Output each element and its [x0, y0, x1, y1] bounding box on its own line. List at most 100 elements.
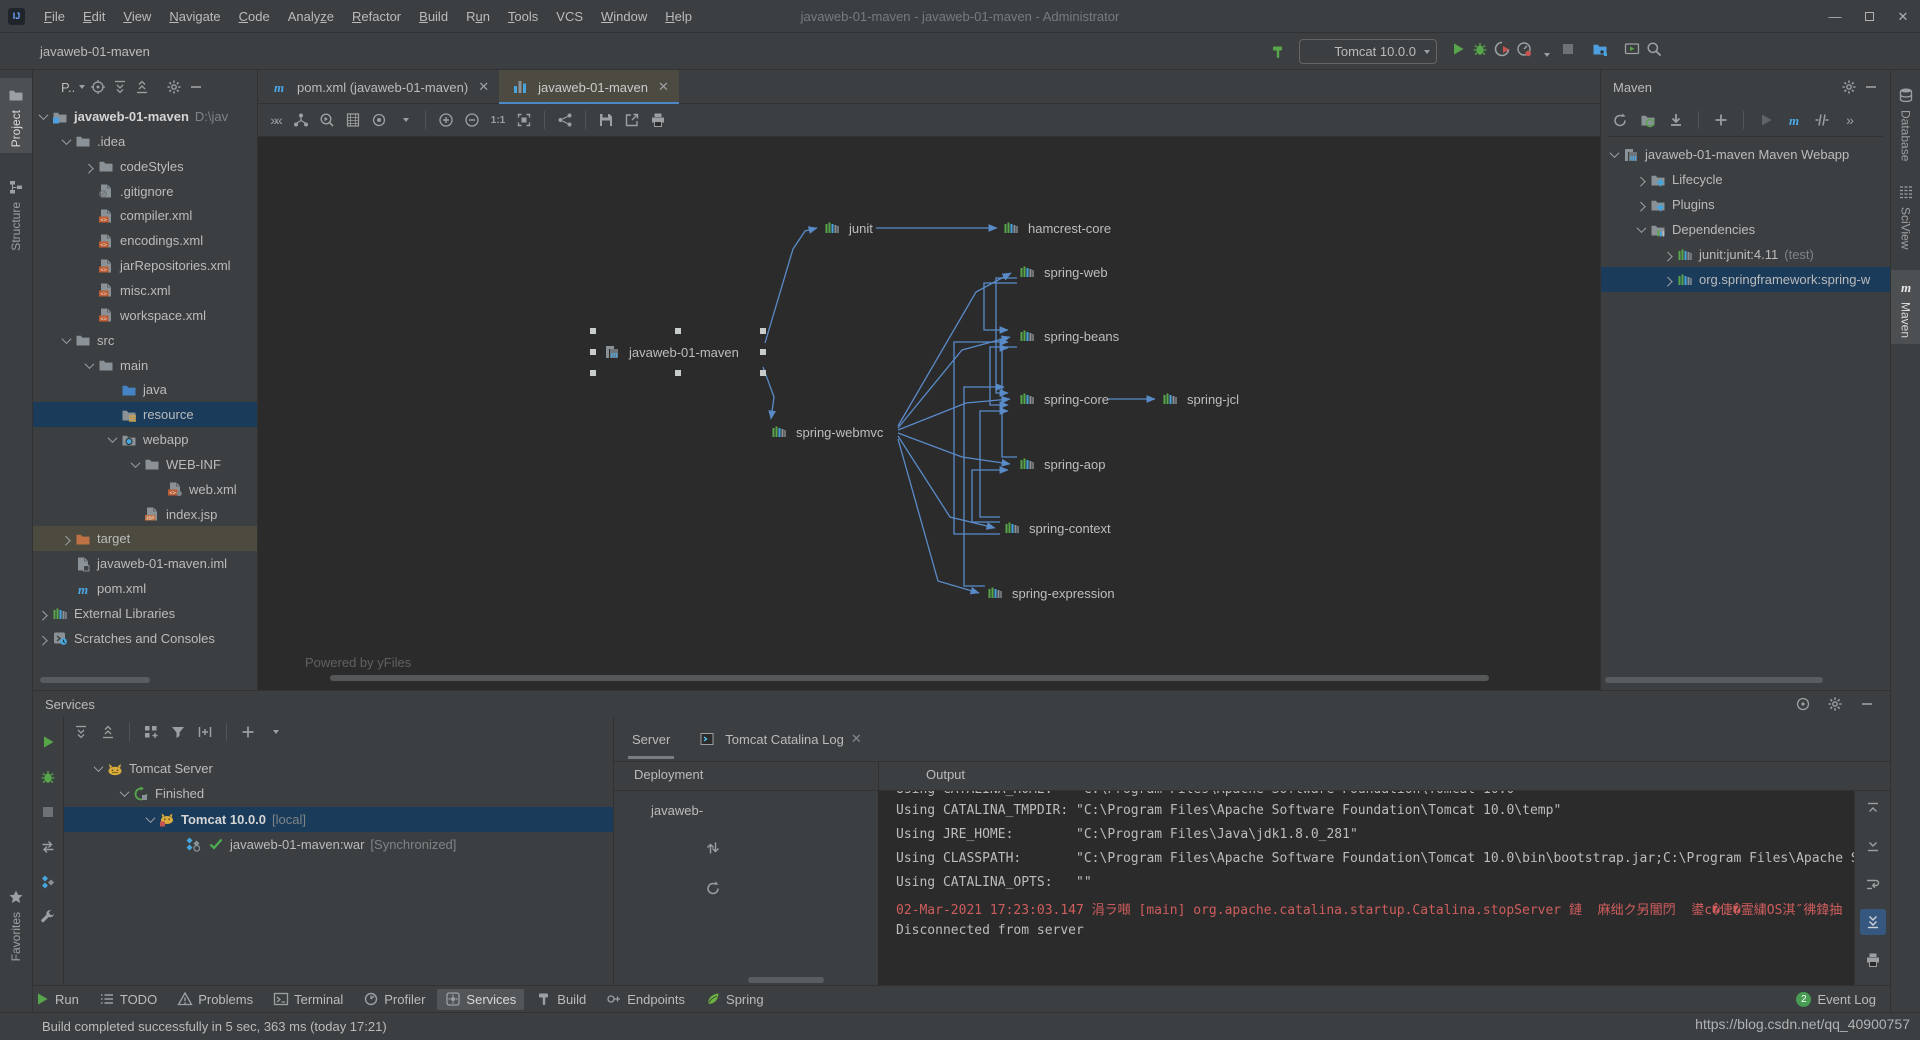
pointer-target-icon[interactable] — [368, 109, 390, 131]
collapse-left-icon[interactable]: »« — [270, 112, 282, 128]
printer-icon[interactable] — [647, 109, 669, 131]
editor-tab-pom-xml-javaweb-01-maven-[interactable]: m pom.xml (javaweb-01-maven) ✕ — [258, 70, 499, 104]
stripe-tab-sciview[interactable]: SciView — [1891, 175, 1920, 255]
menu-item-edit[interactable]: Edit — [82, 8, 106, 24]
download-icon[interactable] — [1665, 109, 1687, 131]
project-row-encodings-xml[interactable]: <> encodings.xml — [33, 228, 257, 253]
caret-down-icon[interactable] — [394, 109, 416, 131]
project-row-javaweb-01-maven-iml[interactable]: javaweb-01-maven.iml — [33, 551, 257, 576]
save-icon[interactable] — [595, 109, 617, 131]
project-row--idea[interactable]: .idea — [33, 129, 257, 154]
maven-row-lifecycle[interactable]: Lifecycle — [1601, 167, 1890, 192]
diagram-node-spring-jcl[interactable]: spring-jcl — [1159, 388, 1239, 410]
export-icon[interactable] — [621, 109, 643, 131]
selection-handle[interactable] — [590, 349, 596, 355]
project-row-workspace-xml[interactable]: <> workspace.xml — [33, 303, 257, 328]
zoom-in-icon[interactable] — [435, 109, 457, 131]
project-row-main[interactable]: main — [33, 353, 257, 378]
plus-icon[interactable] — [1710, 109, 1732, 131]
project-row-pom-xml[interactable]: m pom.xml — [33, 576, 257, 601]
chevron-right-icon[interactable] — [1660, 251, 1676, 262]
diagram-node-javaweb-01-maven[interactable]: m javaweb-01-maven — [601, 341, 739, 363]
play-icon[interactable] — [1447, 38, 1469, 60]
funnel-icon[interactable] — [167, 721, 189, 743]
project-row-webapp[interactable]: webapp — [33, 427, 257, 452]
refresh-icon[interactable] — [1609, 109, 1631, 131]
toolwindow-button-endpoints[interactable]: Endpoints — [598, 989, 693, 1010]
stop-icon[interactable] — [37, 801, 59, 823]
maven-tree-hscrollbar[interactable] — [1605, 677, 1823, 683]
group-icon[interactable] — [140, 721, 162, 743]
close-icon[interactable]: ✕ — [478, 79, 490, 94]
diagram-node-spring-webmvc[interactable]: spring-webmvc — [768, 421, 883, 443]
stripe-tab-maven[interactable]: m Maven — [1891, 270, 1920, 345]
project-row--gitignore[interactable]: .gitignore — [33, 179, 257, 204]
diagram-node-spring-context[interactable]: spring-context — [1001, 517, 1111, 539]
menu-item-analyze[interactable]: Analyze — [287, 8, 334, 24]
maven-row-plugins[interactable]: Plugins — [1601, 192, 1890, 217]
hammer-icon[interactable] — [1267, 41, 1289, 63]
service-row-javaweb-01-maven-war[interactable]: javaweb-01-maven:war [Synchronized] — [64, 832, 613, 857]
toolwindow-button-profiler[interactable]: Profiler — [355, 989, 433, 1010]
chevron-right-icon[interactable] — [35, 610, 51, 621]
toolwindow-button-spring[interactable]: Spring — [697, 989, 772, 1010]
menu-item-refactor[interactable]: Refactor — [352, 8, 402, 24]
swap-vert-icon[interactable] — [702, 837, 724, 859]
project-row-java[interactable]: java — [33, 377, 257, 402]
event-log-button[interactable]: 2 Event Log — [1796, 986, 1876, 1013]
chevron-down-icon[interactable] — [1633, 223, 1649, 234]
collapse-all-icon[interactable] — [97, 721, 119, 743]
toolwin-folder-icon[interactable] — [1589, 38, 1611, 60]
caret-down-icon[interactable] — [1535, 44, 1557, 66]
gear-icon[interactable] — [163, 76, 185, 98]
service-row-finished[interactable]: Finished — [64, 781, 613, 806]
breadcrumb[interactable]: javaweb-01-maven — [12, 40, 150, 62]
selection-handle[interactable] — [675, 328, 681, 334]
chevron-down-icon[interactable] — [35, 110, 51, 121]
rollup-icon[interactable] — [194, 721, 216, 743]
menu-item-view[interactable]: View — [123, 8, 152, 24]
project-row-javaweb-01-maven[interactable]: javaweb-01-maven D:\jav — [33, 104, 257, 129]
stripe-tab-favorites[interactable]: Favorites — [0, 880, 32, 967]
stripe-tab-project[interactable]: Project — [0, 78, 32, 154]
fit-icon[interactable] — [513, 109, 535, 131]
project-row-misc-xml[interactable]: <> misc.xml — [33, 278, 257, 303]
diagram-node-spring-aop[interactable]: spring-aop — [1016, 453, 1105, 475]
selection-handle[interactable] — [760, 370, 766, 376]
rerun-icon[interactable] — [37, 836, 59, 858]
diagram-node-junit[interactable]: junit — [821, 217, 873, 239]
run-configuration-select[interactable]: Tomcat 10.0.0 — [1299, 39, 1437, 64]
scroll-up-button[interactable] — [1860, 795, 1886, 821]
chevron-right-icon[interactable] — [81, 163, 97, 174]
close-button[interactable]: ✕ — [1897, 8, 1909, 24]
project-row-src[interactable]: src — [33, 328, 257, 353]
diagram-node-spring-core[interactable]: spring-core — [1016, 388, 1109, 410]
toolwindow-switcher-icon[interactable] — [10, 1016, 32, 1038]
play-dim-icon[interactable] — [1755, 109, 1777, 131]
minus-icon[interactable] — [1860, 76, 1882, 98]
skip-tests-icon[interactable] — [1811, 109, 1833, 131]
diagram-hscrollbar[interactable] — [330, 675, 1489, 681]
maven-row-dependencies[interactable]: Dependencies — [1601, 217, 1890, 242]
diamonds-icon[interactable] — [37, 871, 59, 893]
printer-button[interactable] — [1860, 947, 1886, 973]
project-row-web-xml[interactable]: <> web.xml — [33, 477, 257, 502]
selection-handle[interactable] — [590, 328, 596, 334]
debug-icon[interactable] — [1469, 38, 1491, 60]
chevron-right-icon[interactable] — [1660, 276, 1676, 287]
project-row-scratches-and-consoles[interactable]: Scratches and Consoles — [33, 626, 257, 651]
project-row-jarrepositories-xml[interactable]: <> jarRepositories.xml — [33, 253, 257, 278]
diagram-node-spring-expression[interactable]: spring-expression — [984, 582, 1115, 604]
zoom-out-icon[interactable] — [461, 109, 483, 131]
chevron-down-icon[interactable] — [142, 812, 158, 823]
close-icon[interactable]: ✕ — [850, 731, 862, 746]
menu-item-file[interactable]: File — [44, 8, 65, 24]
chevron-right-icon[interactable] — [35, 635, 51, 646]
debug-icon[interactable] — [37, 766, 59, 788]
locate-icon[interactable] — [87, 76, 109, 98]
gear-icon[interactable] — [1838, 76, 1860, 98]
collapse-all-icon[interactable] — [131, 76, 153, 98]
maven-m-icon[interactable]: m — [1783, 109, 1805, 131]
selection-handle[interactable] — [760, 349, 766, 355]
close-icon[interactable]: ✕ — [657, 79, 669, 94]
